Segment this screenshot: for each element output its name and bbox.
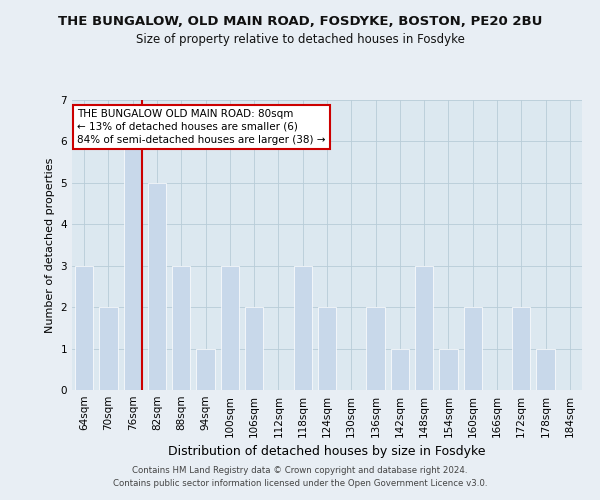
- Text: Size of property relative to detached houses in Fosdyke: Size of property relative to detached ho…: [136, 32, 464, 46]
- Bar: [367, 307, 385, 390]
- Text: Contains HM Land Registry data © Crown copyright and database right 2024.
Contai: Contains HM Land Registry data © Crown c…: [113, 466, 487, 487]
- Text: THE BUNGALOW, OLD MAIN ROAD, FOSDYKE, BOSTON, PE20 2BU: THE BUNGALOW, OLD MAIN ROAD, FOSDYKE, BO…: [58, 15, 542, 28]
- Text: THE BUNGALOW OLD MAIN ROAD: 80sqm
← 13% of detached houses are smaller (6)
84% o: THE BUNGALOW OLD MAIN ROAD: 80sqm ← 13% …: [77, 108, 326, 145]
- Bar: [391, 348, 409, 390]
- Bar: [172, 266, 190, 390]
- Y-axis label: Number of detached properties: Number of detached properties: [45, 158, 55, 332]
- Bar: [124, 142, 142, 390]
- Bar: [415, 266, 433, 390]
- Bar: [293, 266, 312, 390]
- Bar: [75, 266, 93, 390]
- Bar: [221, 266, 239, 390]
- Bar: [245, 307, 263, 390]
- Bar: [196, 348, 215, 390]
- Bar: [318, 307, 336, 390]
- Bar: [100, 307, 118, 390]
- Bar: [439, 348, 458, 390]
- Bar: [536, 348, 554, 390]
- Bar: [464, 307, 482, 390]
- Bar: [512, 307, 530, 390]
- Bar: [148, 183, 166, 390]
- X-axis label: Distribution of detached houses by size in Fosdyke: Distribution of detached houses by size …: [168, 446, 486, 458]
